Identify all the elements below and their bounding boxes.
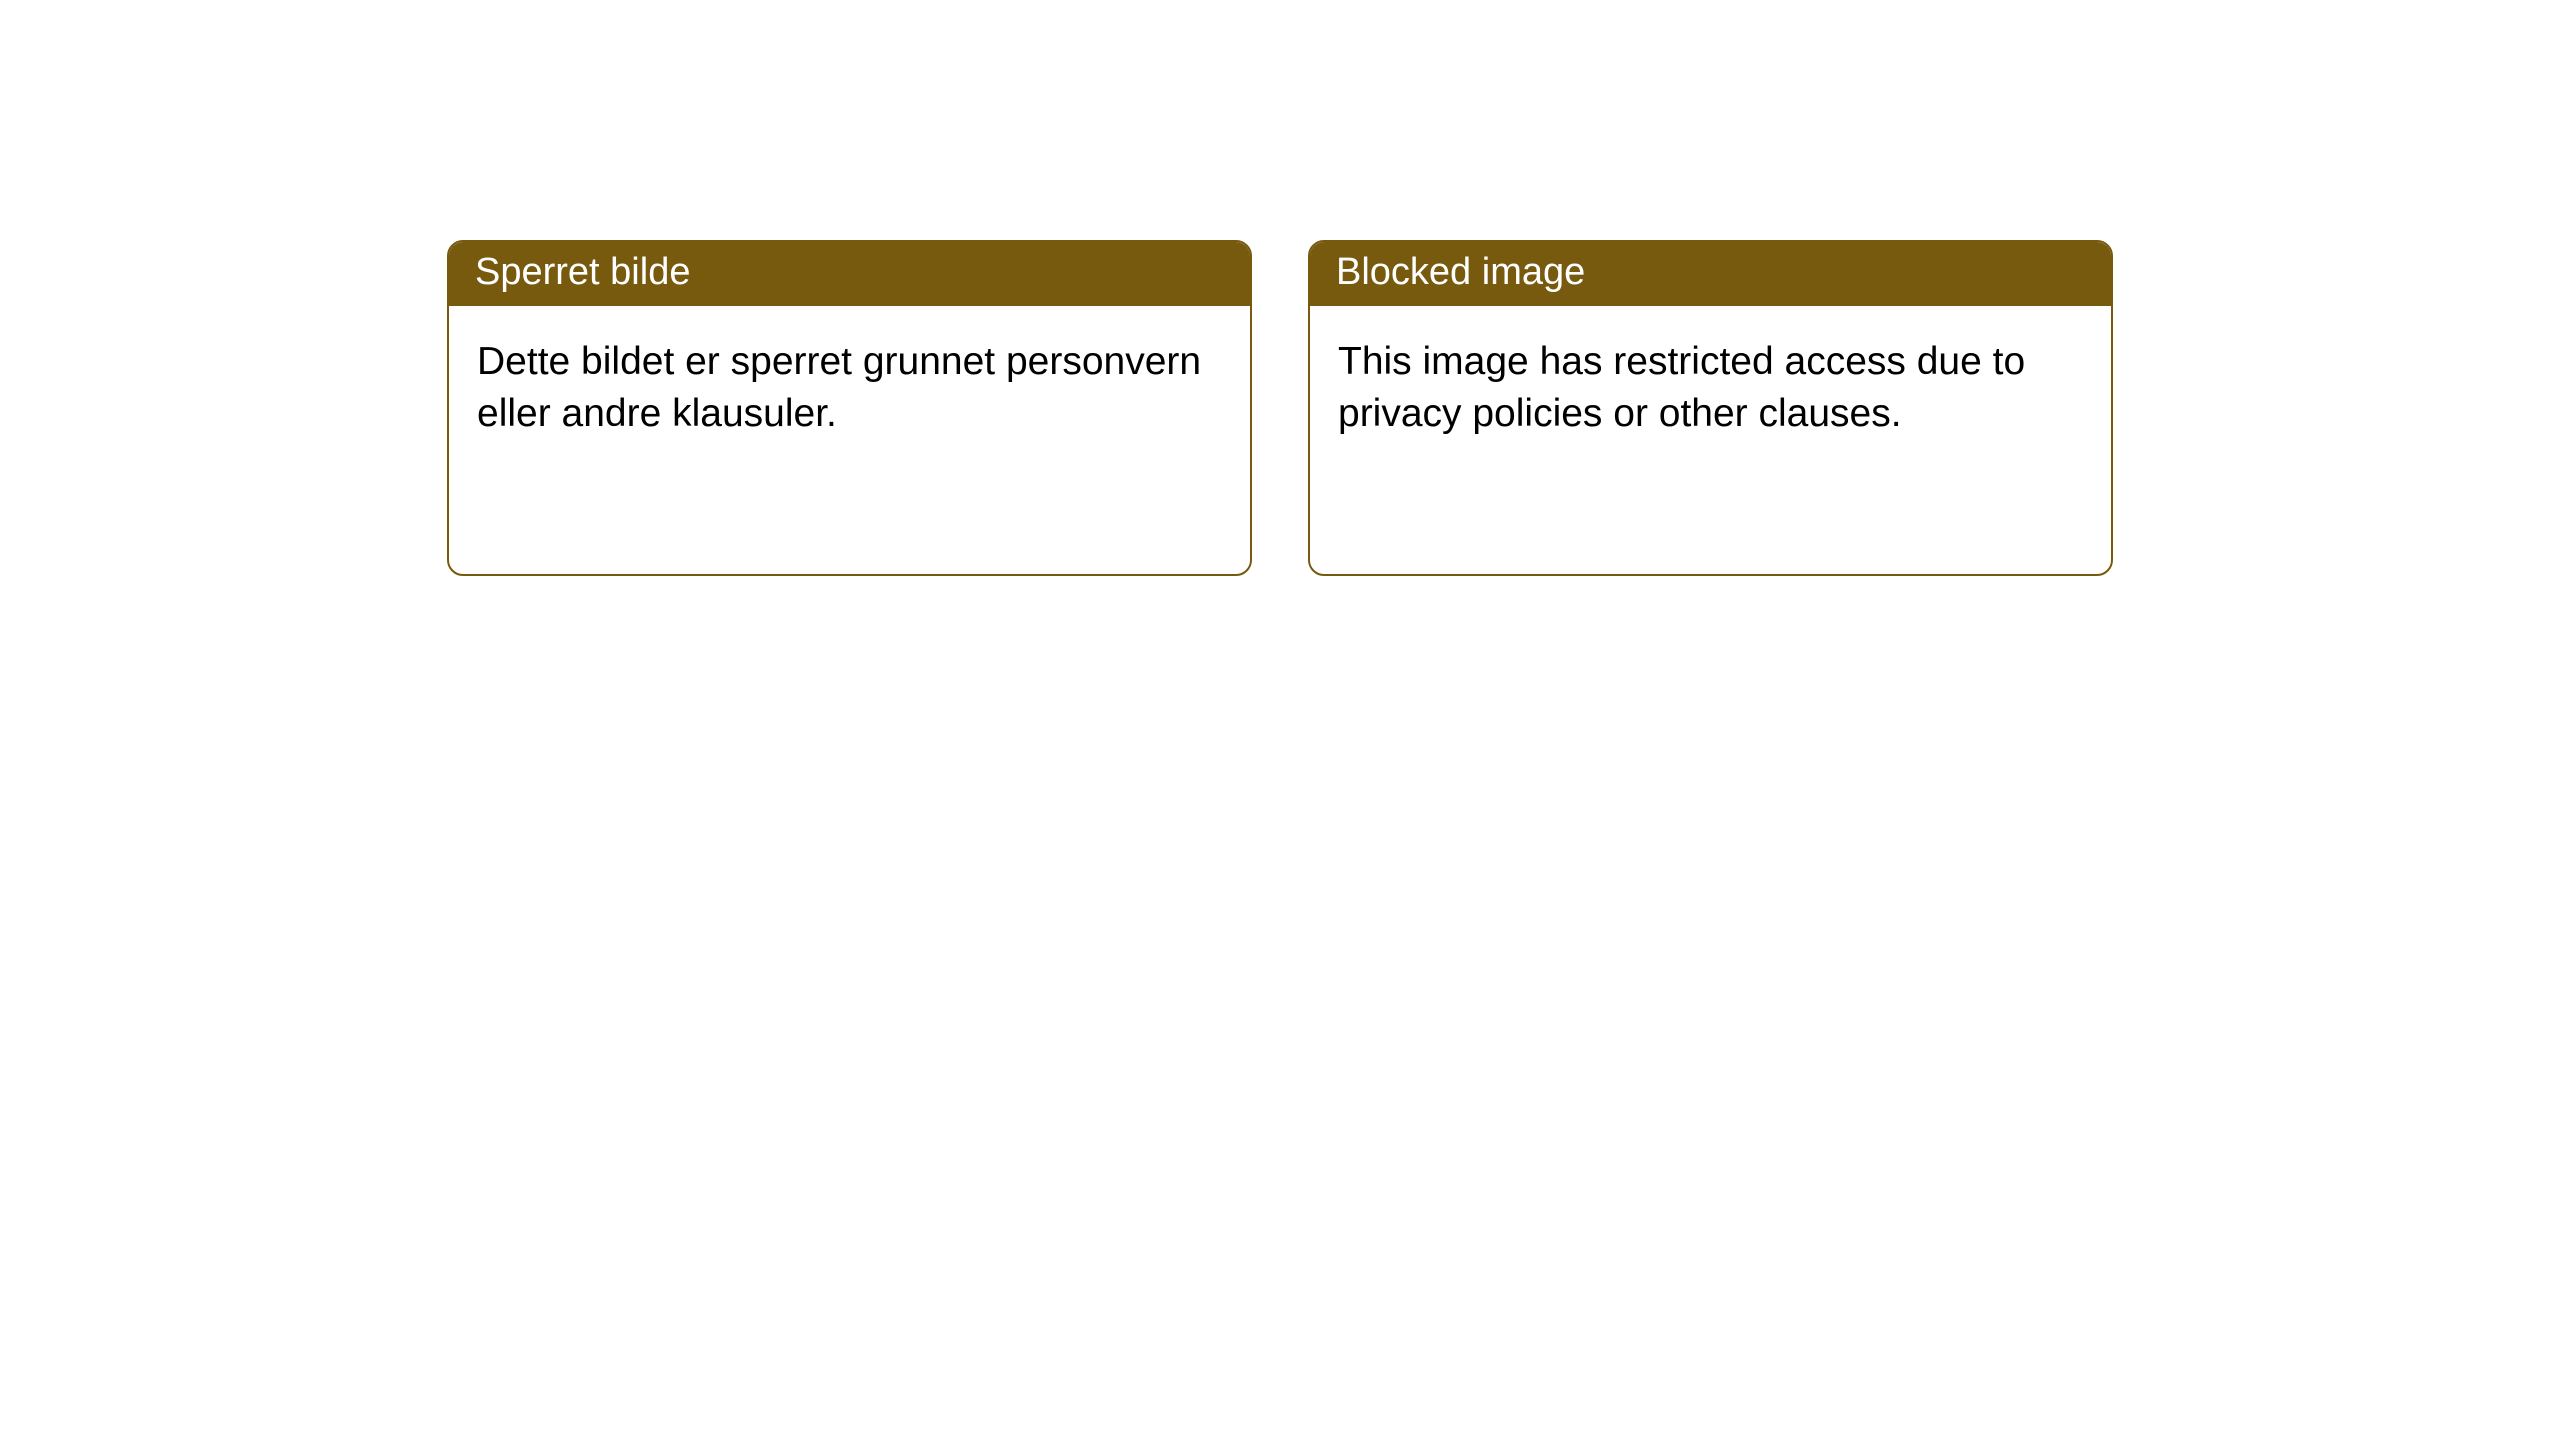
card-body-en: This image has restricted access due to … <box>1310 306 2111 471</box>
blocked-image-card-no: Sperret bilde Dette bildet er sperret gr… <box>447 240 1252 576</box>
card-container: Sperret bilde Dette bildet er sperret gr… <box>0 0 2560 576</box>
blocked-image-card-en: Blocked image This image has restricted … <box>1308 240 2113 576</box>
card-header-en: Blocked image <box>1310 242 2111 306</box>
card-header-no: Sperret bilde <box>449 242 1250 306</box>
card-body-no: Dette bildet er sperret grunnet personve… <box>449 306 1250 471</box>
